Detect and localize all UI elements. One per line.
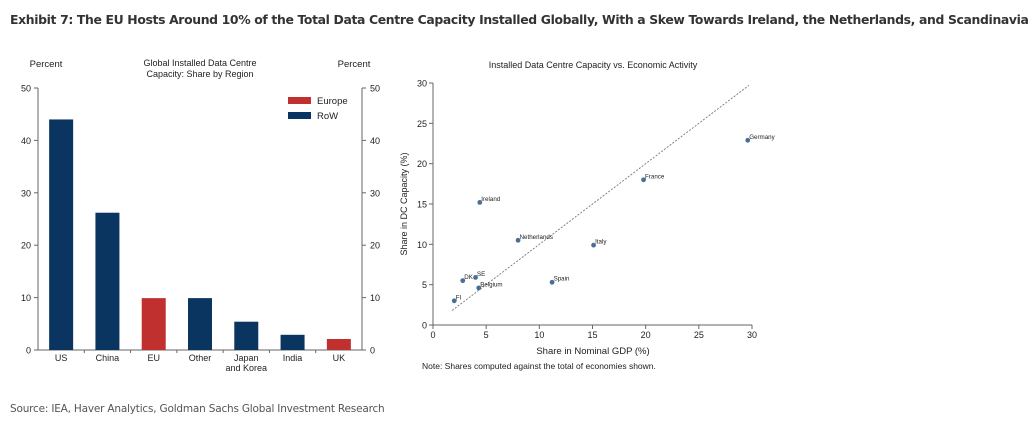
bar-right-tick-label: 30 <box>370 188 380 198</box>
scatter-x-tick-label: 25 <box>694 330 704 340</box>
scatter-x-tick-label: 20 <box>641 330 651 340</box>
bar-category-label: UK <box>333 353 346 363</box>
bar-eu <box>141 298 166 350</box>
bar-left-tick-label: 30 <box>21 188 31 198</box>
bar-left-tick-label: 10 <box>21 293 31 303</box>
bar-left-tick-label: 0 <box>26 346 31 356</box>
point-germany <box>745 137 751 143</box>
bar-category-label: Japan <box>234 353 259 363</box>
scatter-y-tick-label: 10 <box>417 240 427 250</box>
point-label-belgium: Belgium <box>480 281 502 288</box>
bar-right-tick-label: 40 <box>370 136 380 146</box>
bar-chart-title-line-1: Global Installed Data Centre <box>143 58 256 68</box>
bar-left-tick-label: 40 <box>21 136 31 146</box>
bar-category-label: and Korea <box>226 363 268 373</box>
point-label-ireland: Ireland <box>481 196 500 203</box>
point-label-germany: Germany <box>749 134 775 141</box>
point-netherlands <box>515 237 521 243</box>
scatter-y-tick-label: 5 <box>422 280 427 290</box>
scatter-y-tick-label: 0 <box>422 321 427 331</box>
point-fi <box>451 298 457 304</box>
point-label-france: France <box>645 173 665 180</box>
bar-chart: Percent Percent Global Installed Data Ce… <box>21 58 380 373</box>
bar-other <box>188 298 212 350</box>
scatter-x-tick-label: 30 <box>747 330 757 340</box>
point-label-dk: DK <box>464 274 473 281</box>
scatter-y-tick-label: 30 <box>417 79 427 89</box>
scatter-y-tick-label: 15 <box>417 200 427 210</box>
scatter-chart-title: Installed Data Centre Capacity vs. Econo… <box>489 60 698 70</box>
scatter-x-tick-label: 5 <box>484 330 489 340</box>
bar-chart-title-line-2: Capacity: Share by Region <box>146 69 253 79</box>
bar-india <box>280 334 305 350</box>
scatter-x-axis-label: Share in Nominal GDP (%) <box>536 346 649 357</box>
bar-japan-and-korea <box>234 321 259 350</box>
scatter-y-tick-label: 25 <box>417 119 427 129</box>
scatter-note: Note: Shares computed against the total … <box>422 361 656 371</box>
source-note: Source: IEA, Haver Analytics, Goldman Sa… <box>10 403 385 415</box>
scatter-x-tick-label: 10 <box>534 330 544 340</box>
bar-right-tick-label: 50 <box>370 84 380 94</box>
bar-right-tick-label: 0 <box>370 346 375 356</box>
legend-label-row: RoW <box>317 111 338 122</box>
legend-swatch-row <box>288 112 311 119</box>
bar-left-tick-label: 20 <box>21 241 31 251</box>
reference-line <box>451 85 750 311</box>
point-belgium <box>476 285 482 291</box>
point-label-fi: FI <box>456 294 462 301</box>
point-spain <box>549 279 555 285</box>
bar-left-axis-label: Percent <box>30 59 63 70</box>
scatter-y-tick-label: 20 <box>417 159 427 169</box>
bar-left-tick-label: 50 <box>21 84 31 94</box>
bar-category-label: Other <box>189 353 212 363</box>
scatter-x-tick-label: 15 <box>587 330 597 340</box>
bar-uk <box>326 338 351 350</box>
exhibit-title: Exhibit 7: The EU Hosts Around 10% of th… <box>10 12 1029 27</box>
scatter-y-axis-label: Share in DC Capacity (%) <box>399 152 409 255</box>
point-france <box>641 177 646 183</box>
bar-us <box>49 119 74 350</box>
point-label-spain: Spain <box>554 276 570 283</box>
legend-swatch-europe <box>288 97 311 104</box>
bar-category-label: EU <box>147 353 160 363</box>
bar-right-tick-label: 10 <box>370 293 380 303</box>
bar-right-axis-label: Percent <box>338 59 371 70</box>
bar-category-label: India <box>283 353 303 363</box>
point-ireland <box>477 199 483 205</box>
bar-category-label: China <box>96 353 120 363</box>
scatter-x-tick-label: 0 <box>430 330 435 340</box>
point-se <box>473 275 478 280</box>
point-label-netherlands: Netherlands <box>520 234 553 241</box>
point-label-se: SE <box>477 271 485 278</box>
legend-label-europe: Europe <box>317 96 348 107</box>
point-dk <box>460 278 466 284</box>
point-italy <box>591 242 596 248</box>
bar-category-label: US <box>55 353 68 363</box>
point-label-italy: Italy <box>595 239 607 246</box>
bar-china <box>95 212 120 350</box>
bar-right-tick-label: 20 <box>370 241 380 251</box>
